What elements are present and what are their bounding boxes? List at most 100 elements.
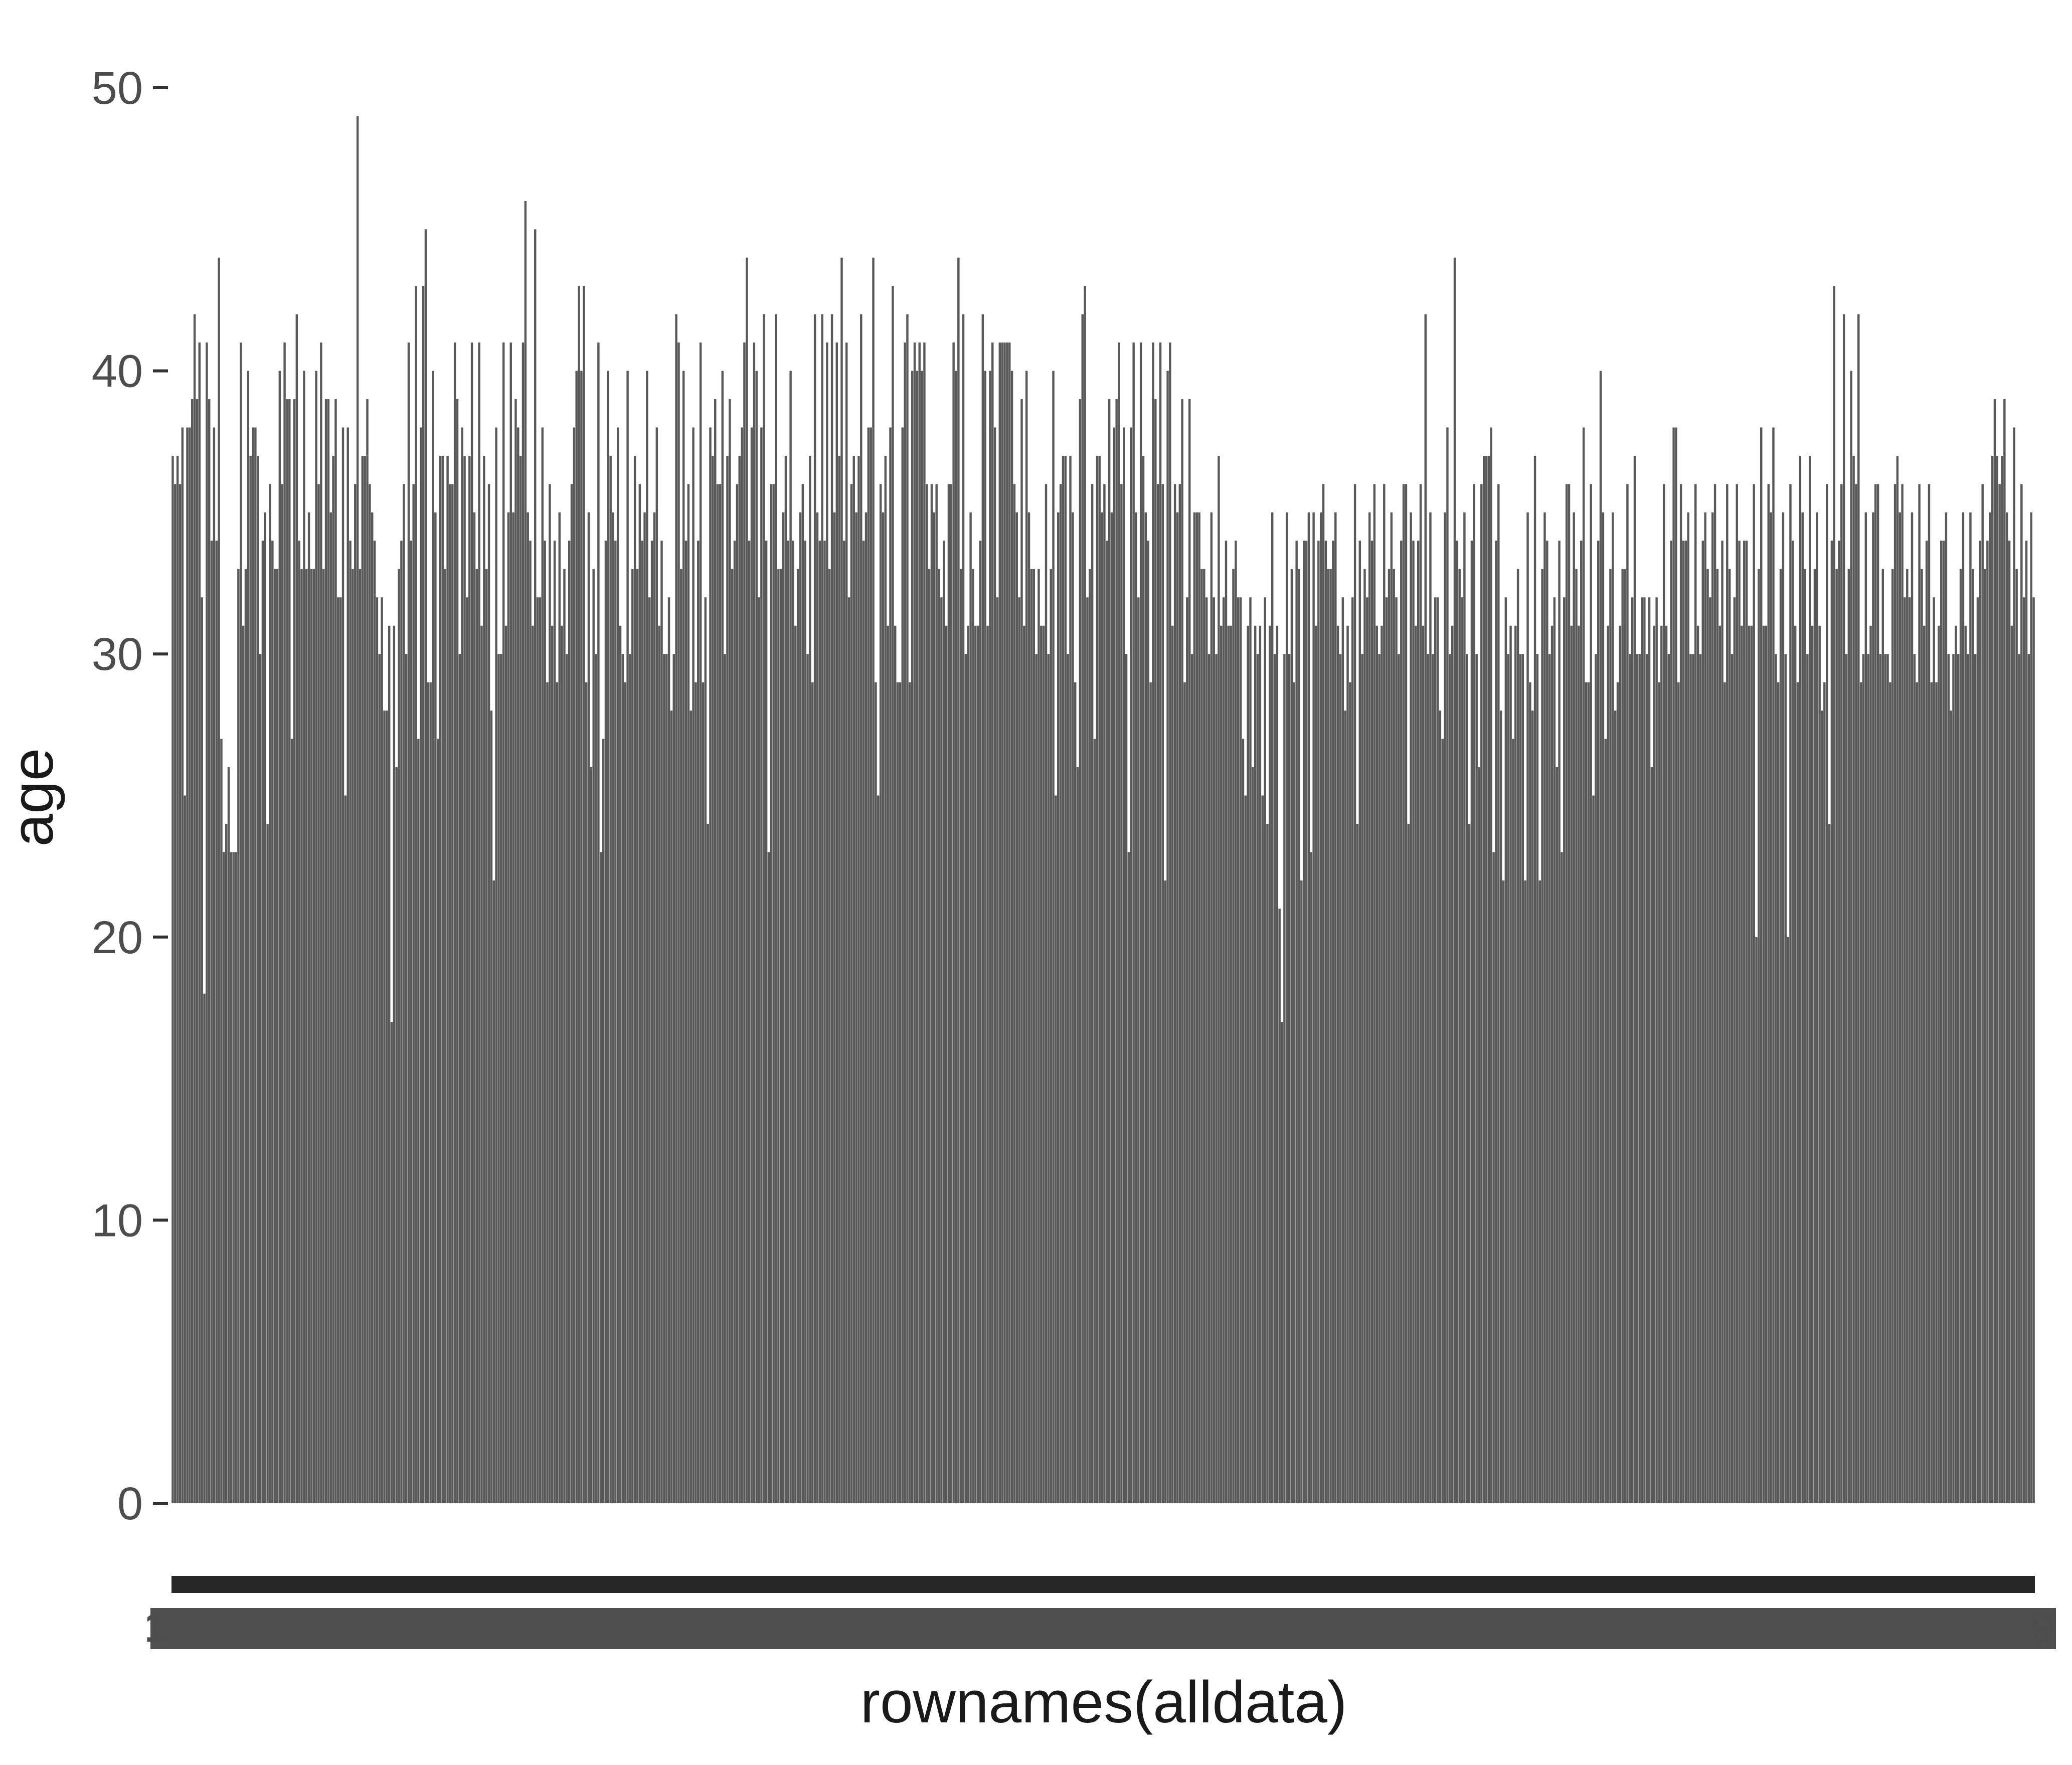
bar: [896, 682, 899, 1503]
bar: [1529, 682, 1531, 1503]
bar: [799, 512, 802, 1503]
bar: [796, 569, 799, 1503]
bar: [210, 541, 213, 1503]
bar: [1760, 427, 1763, 1503]
bar: [972, 569, 974, 1503]
bar: [587, 512, 590, 1503]
bar: [480, 625, 483, 1503]
bar: [779, 569, 782, 1503]
bar: [240, 342, 242, 1503]
bar: [1006, 342, 1008, 1503]
bar: [738, 455, 741, 1503]
bar: [198, 342, 201, 1503]
bar: [1967, 654, 1969, 1503]
bar: [2025, 541, 2028, 1503]
bar: [826, 342, 828, 1503]
bar: [388, 625, 391, 1503]
bar: [1317, 541, 1320, 1503]
bar: [930, 484, 933, 1504]
bar: [1787, 937, 1789, 1503]
bar: [741, 427, 743, 1503]
bar: [298, 541, 300, 1503]
bar: [1310, 852, 1312, 1503]
bar: [1334, 512, 1337, 1503]
y-tick-label: 20: [92, 912, 143, 963]
bar: [1796, 682, 1799, 1503]
bar: [1775, 654, 1777, 1503]
bar: [174, 484, 177, 1504]
bar: [512, 512, 514, 1503]
bar: [643, 512, 646, 1503]
bar: [1933, 597, 1935, 1503]
bar: [1541, 569, 1543, 1503]
bar: [1091, 484, 1094, 1504]
bar: [1198, 512, 1200, 1503]
bar: [1332, 541, 1334, 1503]
bar: [1276, 625, 1279, 1503]
bar: [1210, 512, 1213, 1503]
bar: [1709, 597, 1711, 1503]
bar: [1032, 569, 1035, 1503]
bar: [777, 569, 780, 1503]
bar: [1869, 625, 1872, 1503]
y-axis: 0 10 20 30 40 50: [92, 63, 168, 1529]
bar: [1497, 484, 1500, 1504]
bar: [1896, 455, 1899, 1503]
bar: [609, 455, 612, 1503]
bar: [1558, 541, 1561, 1503]
bar: [1955, 625, 1957, 1503]
bar: [322, 569, 325, 1503]
bar: [736, 484, 739, 1504]
bar: [1156, 484, 1159, 1504]
bar: [1378, 654, 1380, 1503]
bar: [1595, 654, 1597, 1503]
bar: [487, 484, 490, 1504]
bar: [677, 342, 680, 1503]
bar: [1395, 597, 1398, 1503]
bar: [650, 541, 653, 1503]
bar: [1266, 823, 1269, 1503]
bar: [1358, 541, 1361, 1503]
bar: [417, 739, 420, 1503]
bar: [938, 569, 940, 1503]
bar: [892, 286, 894, 1503]
bar: [1835, 569, 1838, 1503]
bar: [1945, 512, 1948, 1503]
bar: [446, 455, 449, 1503]
bar: [1256, 654, 1259, 1503]
bar: [935, 484, 938, 1504]
bar: [1218, 455, 1220, 1503]
bar: [760, 427, 763, 1503]
bar: [1911, 512, 1914, 1503]
bar: [1200, 569, 1203, 1503]
bar: [434, 512, 437, 1503]
bar: [782, 512, 785, 1503]
bar: [1660, 625, 1663, 1503]
bar: [2008, 541, 2011, 1503]
bar: [2027, 654, 2030, 1503]
bar: [1502, 880, 1505, 1503]
bar: [344, 795, 347, 1503]
bar: [276, 569, 279, 1503]
bar: [1789, 484, 1792, 1504]
bar: [466, 597, 468, 1503]
bar: [1195, 512, 1198, 1503]
bar: [1881, 569, 1884, 1503]
bar: [1466, 654, 1468, 1503]
bar: [1010, 371, 1013, 1503]
bar: [1351, 597, 1354, 1503]
bar: [867, 427, 870, 1503]
bar: [1020, 399, 1023, 1503]
bar: [407, 342, 410, 1503]
bar: [1736, 484, 1738, 1504]
bar: [473, 512, 476, 1503]
bar: [490, 711, 493, 1503]
bar: [1648, 597, 1651, 1503]
bar: [1298, 569, 1300, 1503]
bar: [1906, 569, 1909, 1503]
bar: [261, 541, 264, 1503]
bar: [522, 342, 525, 1503]
bar: [1322, 484, 1325, 1504]
bar: [514, 399, 517, 1503]
bar: [1271, 512, 1274, 1503]
